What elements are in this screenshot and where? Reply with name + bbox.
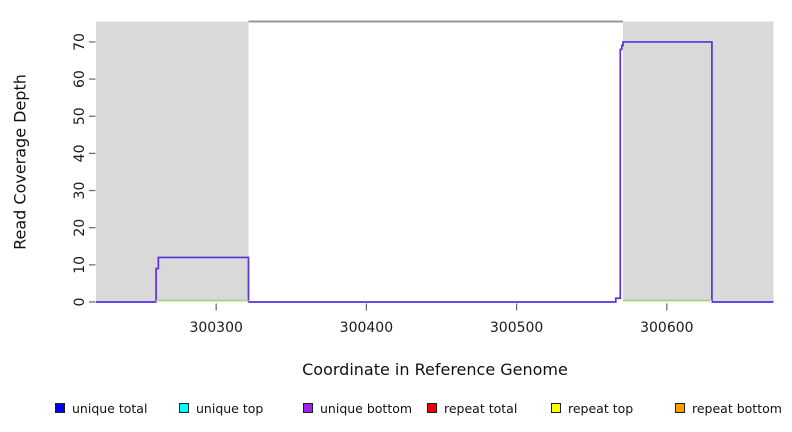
legend-item-repeat-top: repeat top [551, 401, 675, 416]
legend-label: repeat top [568, 400, 634, 416]
y-tick-label: 10 [72, 256, 88, 274]
legend-label: repeat total [444, 400, 518, 416]
x-tick-label: 300600 [640, 320, 693, 336]
y-tick-label: 30 [72, 182, 88, 200]
coverage-plot: 300300 300400 300500 300600 0 10 20 30 40 50 60 70 [72, 20, 774, 336]
legend-swatch-icon [675, 403, 685, 413]
legend-swatch-icon [55, 403, 65, 413]
y-tick-label: 50 [72, 107, 88, 125]
legend-item-unique-total: unique total [55, 401, 179, 416]
y-tick-label: 70 [72, 33, 88, 51]
legend: unique total unique top unique bottom repea… [0, 398, 792, 418]
x-tick-label: 300500 [490, 320, 543, 336]
legend-item-unique-top: unique top [179, 401, 303, 416]
y-axis-title: Read Coverage Depth [10, 74, 30, 250]
legend-swatch-icon [551, 403, 561, 413]
y-tick-label: 60 [72, 70, 88, 88]
coverage-line [96, 41, 774, 303]
y-tick-label: 0 [72, 298, 88, 307]
legend-label: unique top [196, 400, 264, 416]
legend-label: unique bottom [320, 400, 413, 416]
x-tick-label: 300300 [189, 320, 242, 336]
y-tick-label: 40 [72, 144, 88, 162]
masked-region [96, 21, 249, 302]
legend-swatch-icon [303, 403, 313, 413]
legend-swatch-icon [427, 403, 437, 413]
legend-item-repeat-bottom: repeat bottom [675, 401, 792, 416]
legend-label: unique total [72, 400, 148, 416]
legend-swatch-icon [179, 403, 189, 413]
x-tick-label: 300400 [340, 320, 393, 336]
legend-label: repeat bottom [692, 400, 782, 416]
x-axis-title: Coordinate in Reference Genome [302, 360, 568, 379]
legend-item-repeat-total: repeat total [427, 401, 551, 416]
masked-region [622, 21, 774, 302]
legend-item-unique-bottom: unique bottom [303, 401, 427, 416]
y-tick-label: 20 [72, 219, 88, 237]
